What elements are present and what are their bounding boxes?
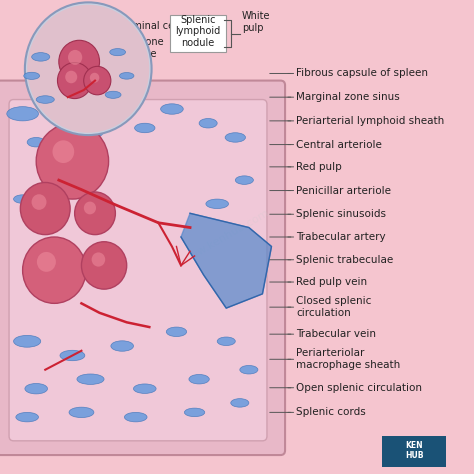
- Circle shape: [84, 66, 111, 95]
- Ellipse shape: [206, 199, 228, 209]
- Ellipse shape: [16, 412, 38, 422]
- Ellipse shape: [36, 96, 55, 103]
- Ellipse shape: [78, 128, 103, 138]
- Ellipse shape: [235, 176, 254, 184]
- Text: Central arteriole: Central arteriole: [288, 139, 382, 150]
- Text: Periarterial lymphoid sheath: Periarterial lymphoid sheath: [288, 116, 445, 126]
- Text: Fibrous capsule of spleen: Fibrous capsule of spleen: [288, 68, 428, 79]
- Circle shape: [84, 201, 96, 214]
- Text: KEN
HUB: KEN HUB: [405, 441, 423, 460]
- FancyBboxPatch shape: [9, 100, 267, 441]
- Circle shape: [82, 242, 127, 289]
- FancyBboxPatch shape: [383, 436, 446, 467]
- Ellipse shape: [109, 49, 126, 56]
- Ellipse shape: [52, 185, 75, 194]
- Circle shape: [37, 252, 56, 272]
- Ellipse shape: [25, 383, 47, 394]
- Ellipse shape: [56, 99, 79, 110]
- Ellipse shape: [14, 195, 32, 203]
- Circle shape: [32, 194, 46, 210]
- Text: www.kenhub.com: www.kenhub.com: [181, 208, 272, 266]
- Circle shape: [68, 50, 82, 65]
- Ellipse shape: [32, 53, 50, 61]
- Text: Open splenic circulation: Open splenic circulation: [288, 383, 422, 393]
- Ellipse shape: [161, 104, 183, 114]
- Circle shape: [59, 40, 100, 83]
- Circle shape: [57, 63, 92, 99]
- Ellipse shape: [231, 399, 249, 407]
- Ellipse shape: [69, 407, 94, 418]
- Circle shape: [65, 71, 77, 83]
- Ellipse shape: [60, 350, 85, 361]
- Ellipse shape: [111, 341, 134, 351]
- Text: Trabecular artery: Trabecular artery: [288, 232, 386, 242]
- Ellipse shape: [105, 91, 121, 99]
- Circle shape: [27, 5, 149, 133]
- Ellipse shape: [24, 73, 40, 80]
- FancyBboxPatch shape: [170, 15, 226, 52]
- Circle shape: [75, 192, 115, 235]
- Ellipse shape: [119, 73, 134, 79]
- FancyBboxPatch shape: [0, 81, 285, 455]
- Circle shape: [36, 123, 109, 199]
- Ellipse shape: [135, 123, 155, 133]
- Circle shape: [25, 2, 152, 135]
- Circle shape: [91, 252, 105, 266]
- Circle shape: [20, 182, 70, 235]
- Ellipse shape: [100, 113, 127, 125]
- Text: Marginal zone sinus: Marginal zone sinus: [288, 92, 400, 102]
- Circle shape: [53, 140, 74, 163]
- Circle shape: [90, 73, 100, 82]
- Text: Splenic sinusoids: Splenic sinusoids: [288, 209, 386, 219]
- Ellipse shape: [184, 408, 205, 417]
- Text: Splenic cords: Splenic cords: [288, 407, 366, 418]
- Text: Red pulp vein: Red pulp vein: [288, 277, 367, 287]
- Ellipse shape: [166, 327, 187, 337]
- Ellipse shape: [134, 384, 156, 393]
- Ellipse shape: [7, 107, 38, 121]
- Text: Red pulp: Red pulp: [288, 162, 342, 172]
- Ellipse shape: [217, 337, 235, 346]
- Text: Germinal center: Germinal center: [82, 21, 195, 54]
- Ellipse shape: [77, 374, 104, 384]
- Circle shape: [23, 237, 86, 303]
- Text: White
pulp: White pulp: [242, 11, 271, 33]
- Text: Penicillar arteriole: Penicillar arteriole: [288, 185, 392, 196]
- Text: Periarteriolar
macrophage sheath: Periarteriolar macrophage sheath: [288, 348, 401, 370]
- Ellipse shape: [240, 365, 258, 374]
- Ellipse shape: [14, 336, 41, 347]
- Ellipse shape: [225, 133, 246, 142]
- Text: Mantle zone: Mantle zone: [77, 36, 164, 63]
- Ellipse shape: [199, 118, 217, 128]
- Polygon shape: [181, 213, 272, 308]
- Text: Trabecular vein: Trabecular vein: [288, 329, 376, 339]
- Text: Splenic
lymphoid
nodule: Splenic lymphoid nodule: [175, 15, 220, 48]
- Text: Splenic trabeculae: Splenic trabeculae: [288, 255, 393, 265]
- Text: Closed splenic
circulation: Closed splenic circulation: [288, 296, 372, 318]
- Ellipse shape: [27, 137, 45, 147]
- Ellipse shape: [189, 374, 210, 384]
- Ellipse shape: [125, 412, 147, 422]
- Text: Marginal zone
of white pulp: Marginal zone of white pulp: [84, 49, 157, 73]
